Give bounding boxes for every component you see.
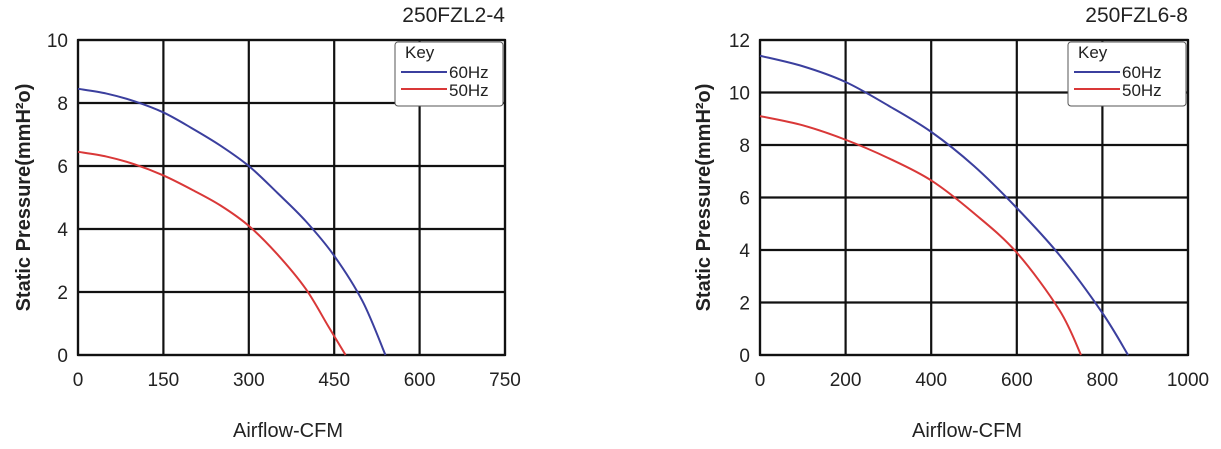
plot-frame <box>76 38 507 357</box>
x-tick-label: 600 <box>1001 370 1033 391</box>
legend-title: Key <box>1078 43 1108 62</box>
series-line-60hz <box>77 87 387 356</box>
x-tick-label: 750 <box>489 370 521 391</box>
legend-label: 60Hz <box>1122 63 1162 82</box>
y-tick-label: 8 <box>739 136 750 157</box>
x-tick-label: 300 <box>233 370 265 391</box>
y-tick-label: 4 <box>739 241 750 262</box>
x-tick-label: 200 <box>830 370 862 391</box>
chart-2: 250FZL6-8 0 200 400 600 800 1000 0 2 4 6 8 10 12 Airfl… <box>693 4 1209 442</box>
x-tick-label: 800 <box>1087 370 1119 391</box>
y-tick-label: 6 <box>57 157 68 178</box>
plot-frame <box>758 38 1190 357</box>
y-axis-label: Static Pressure(mmH²o) <box>693 84 715 312</box>
legend-label: 60Hz <box>449 63 489 82</box>
chart-1: 250FZL2-4 0 150 300 450 600 750 0 2 4 6 8 10 Airflow-… <box>13 4 521 442</box>
x-tick-label: 150 <box>148 370 180 391</box>
series-line-50hz <box>77 150 347 356</box>
y-tick-label: 0 <box>57 346 68 367</box>
chart-title: 250FZL6-8 <box>1085 4 1188 27</box>
y-tick-label: 12 <box>729 31 750 52</box>
x-tick-label: 600 <box>404 370 436 391</box>
x-tick-label: 0 <box>755 370 766 391</box>
y-tick-label: 2 <box>57 283 68 304</box>
chart-title: 250FZL2-4 <box>402 4 505 27</box>
series-line-60hz <box>759 54 1129 356</box>
legend-title: Key <box>405 43 435 62</box>
y-tick-label: 4 <box>57 220 68 241</box>
y-tick-label: 0 <box>739 346 750 367</box>
x-tick-label: 400 <box>915 370 947 391</box>
x-tick-label: 0 <box>73 370 84 391</box>
y-tick-label: 6 <box>739 189 750 210</box>
y-axis-label: Static Pressure(mmH²o) <box>13 84 35 312</box>
legend-label: 50Hz <box>1122 81 1162 100</box>
y-tick-label: 2 <box>739 294 750 315</box>
legend-label: 50Hz <box>449 81 489 100</box>
x-axis-label: Airflow-CFM <box>912 420 1022 442</box>
y-tick-label: 10 <box>47 31 68 52</box>
x-axis-label: Airflow-CFM <box>233 420 343 442</box>
series-line-50hz <box>759 115 1082 356</box>
x-tick-label: 450 <box>318 370 350 391</box>
x-tick-label: 1000 <box>1167 370 1209 391</box>
y-tick-label: 10 <box>729 84 750 105</box>
y-tick-label: 8 <box>57 94 68 115</box>
